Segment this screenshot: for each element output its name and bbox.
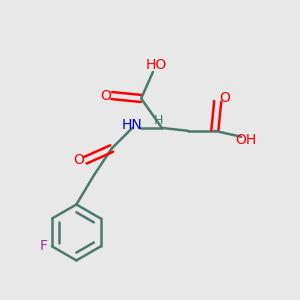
Text: O: O (100, 88, 111, 103)
Text: HN: HN (122, 118, 143, 132)
Text: H: H (154, 114, 164, 127)
Text: O: O (73, 153, 84, 167)
Text: O: O (220, 92, 230, 106)
Text: OH: OH (235, 133, 256, 147)
Text: F: F (39, 239, 47, 254)
Text: HO: HO (145, 58, 166, 72)
